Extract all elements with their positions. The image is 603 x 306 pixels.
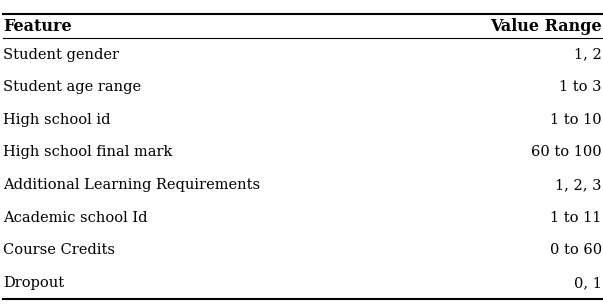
Text: 1, 2: 1, 2 <box>574 47 602 62</box>
Text: Dropout: Dropout <box>3 276 64 290</box>
Text: 1 to 3: 1 to 3 <box>560 80 602 94</box>
Text: 1, 2, 3: 1, 2, 3 <box>555 178 602 192</box>
Text: Additional Learning Requirements: Additional Learning Requirements <box>3 178 260 192</box>
Text: Feature: Feature <box>3 17 72 35</box>
Text: 1 to 10: 1 to 10 <box>550 113 602 127</box>
Text: Student age range: Student age range <box>3 80 141 94</box>
Text: High school final mark: High school final mark <box>3 145 172 159</box>
Text: 0, 1: 0, 1 <box>574 276 602 290</box>
Text: 60 to 100: 60 to 100 <box>531 145 602 159</box>
Text: 1 to 11: 1 to 11 <box>551 211 602 225</box>
Text: Course Credits: Course Credits <box>3 243 115 257</box>
Text: Student gender: Student gender <box>3 47 119 62</box>
Text: High school id: High school id <box>3 113 110 127</box>
Text: Academic school Id: Academic school Id <box>3 211 148 225</box>
Text: 0 to 60: 0 to 60 <box>550 243 602 257</box>
Text: Value Range: Value Range <box>490 17 602 35</box>
